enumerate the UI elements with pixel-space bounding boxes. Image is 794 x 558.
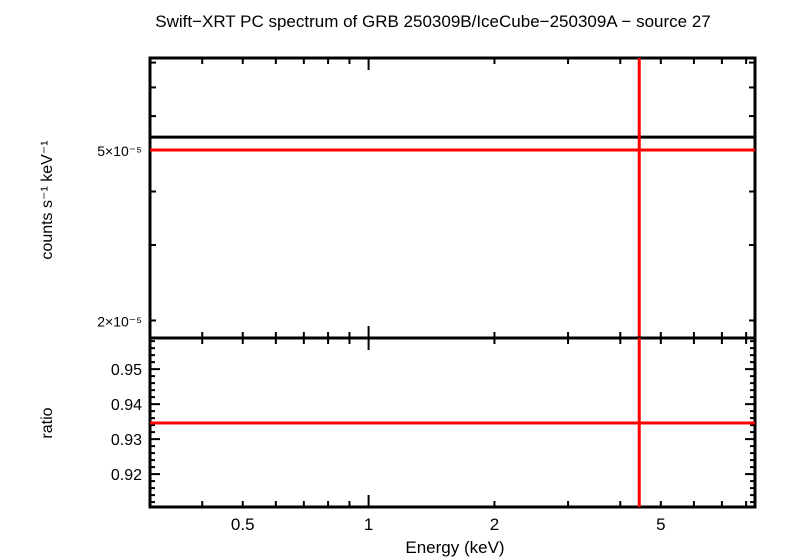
y-tick-label: 0.94 [111,397,142,414]
panel-ratio: 0.92 0.93 0.94 0.95 [111,336,757,509]
y-tick-label: 5×10⁻⁵ [97,143,142,159]
x-tick-label: 1 [364,515,373,534]
chart-title: Swift−XRT PC spectrum of GRB 250309B/Ice… [155,12,711,31]
y-tick-label: 2×10⁻⁵ [97,313,142,329]
x-tick-label: 0.5 [231,515,255,534]
x-tick-label: 5 [656,515,665,534]
y-axis-label-ratio: ratio [39,407,56,438]
plot-frame [148,56,757,340]
y-tick-label: 0.93 [111,432,142,449]
x-tick-label: 2 [490,515,499,534]
panel-spectrum: 2×10⁻⁵ 5×10⁻⁵ [97,56,757,340]
y-tick-label: 0.92 [111,467,142,484]
x-axis-label: Energy (keV) [405,538,504,557]
y-axis-label-spectrum: counts s⁻¹ keV⁻¹ [39,140,56,259]
y-tick-label: 0.95 [111,362,142,379]
